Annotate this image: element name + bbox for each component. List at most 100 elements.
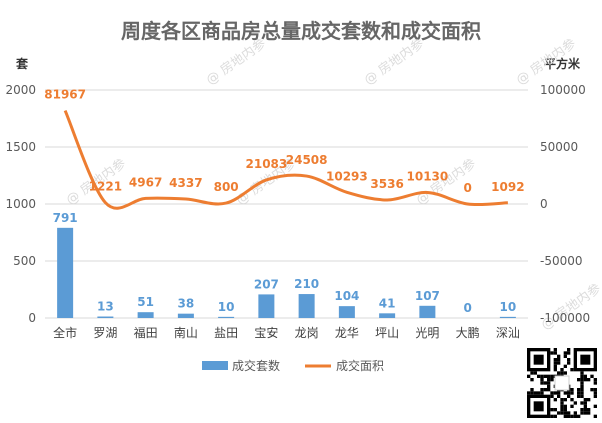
line-series	[63, 109, 508, 210]
line-data-label: 10130	[407, 169, 449, 183]
line-data-label: 81967	[44, 88, 86, 102]
qr-module	[580, 371, 584, 375]
qr-module	[563, 371, 567, 375]
qr-module	[577, 414, 581, 418]
category-label: 盐田	[214, 326, 238, 340]
left-tick-label: 1500	[5, 140, 36, 154]
qr-module	[567, 361, 571, 365]
left-tick-label: 1000	[5, 197, 36, 211]
qr-module	[560, 368, 564, 372]
category-label: 全市	[53, 325, 77, 340]
bar	[218, 316, 235, 318]
line-data-label: 21083	[246, 157, 288, 171]
qr-finder	[580, 354, 591, 365]
qr-module	[563, 354, 567, 358]
qr-module	[530, 378, 534, 382]
qr-module	[557, 411, 561, 415]
bar-data-label: 791	[53, 211, 78, 225]
grid	[45, 89, 528, 319]
watermark-text: @ 房地内参	[203, 36, 269, 89]
qr-module	[580, 391, 584, 395]
qr-module	[563, 414, 567, 418]
qr-module	[543, 374, 547, 378]
qr-module	[550, 394, 554, 398]
qr-module	[570, 368, 574, 372]
qr-module	[583, 404, 587, 408]
qr-module	[567, 414, 571, 418]
qr-module	[573, 411, 577, 415]
qr-module	[563, 411, 567, 415]
line-data-label: 4337	[169, 176, 202, 190]
qr-module	[557, 361, 561, 365]
bar-series	[57, 227, 516, 318]
line-data-label: 1092	[491, 180, 524, 194]
bar	[258, 294, 275, 318]
qr-module	[540, 374, 544, 378]
bar-data-label: 38	[178, 297, 195, 311]
qr-module	[580, 381, 584, 385]
line-path	[63, 109, 508, 210]
watermark-text: @ 房地内参	[361, 36, 427, 89]
qr-module	[563, 408, 567, 412]
qr-module	[580, 394, 584, 398]
qr-module	[570, 404, 574, 408]
bar	[298, 294, 315, 318]
qr-module	[593, 388, 597, 392]
right-tick-label: 0	[540, 197, 548, 211]
qr-module	[560, 404, 564, 408]
line-data-label: 3536	[370, 177, 403, 191]
left-tick-label: 0	[28, 311, 36, 325]
bar	[97, 316, 114, 318]
qr-module	[567, 394, 571, 398]
qr-module	[557, 358, 561, 362]
category-label: 宝安	[254, 325, 278, 340]
qr-module	[553, 348, 557, 352]
qr-module	[570, 391, 574, 395]
legend-line-label: 成交面积	[336, 358, 384, 373]
qr-module	[540, 378, 544, 382]
qr-module	[553, 351, 557, 355]
qr-module	[547, 378, 551, 382]
qr-module	[593, 381, 597, 385]
qr-module	[577, 378, 581, 382]
bar	[379, 313, 396, 318]
qr-module	[583, 398, 587, 402]
right-tick-label: 50000	[540, 140, 578, 154]
qr-module	[570, 398, 574, 402]
qr-module	[593, 414, 597, 418]
qr-module	[580, 378, 584, 382]
bar	[338, 306, 355, 318]
qr-module	[547, 384, 551, 388]
category-label: 深汕	[496, 326, 520, 340]
qr-module	[527, 391, 531, 395]
qr-module	[580, 408, 584, 412]
line-data-label: 0	[463, 181, 471, 195]
qr-module	[537, 374, 541, 378]
category-label: 龙华	[335, 326, 359, 340]
category-label: 龙岗	[295, 326, 319, 340]
qr-module	[540, 388, 544, 392]
bar-data-label: 10	[500, 300, 517, 314]
qr-module	[563, 351, 567, 355]
qr-module	[587, 398, 591, 402]
left-tick-label: 2000	[5, 83, 36, 97]
qr-module	[560, 371, 564, 375]
bar-data-label: 0	[463, 301, 471, 315]
legend: 成交套数 成交面积	[202, 358, 384, 373]
qr-module	[567, 391, 571, 395]
qr-module	[530, 388, 534, 392]
bar	[177, 313, 194, 318]
qr-module	[593, 391, 597, 395]
qr-module	[593, 394, 597, 398]
left-tick-label: 500	[13, 254, 36, 268]
bar-data-label: 107	[415, 289, 440, 303]
qr-module	[540, 381, 544, 385]
qr-module	[533, 391, 537, 395]
qr-module	[560, 401, 564, 405]
qr-module	[563, 398, 567, 402]
qr-module	[567, 358, 571, 362]
qr-module	[577, 391, 581, 395]
right-axis: -100000 -50000 0 50000 100000	[540, 83, 590, 325]
qr-module	[527, 374, 531, 378]
